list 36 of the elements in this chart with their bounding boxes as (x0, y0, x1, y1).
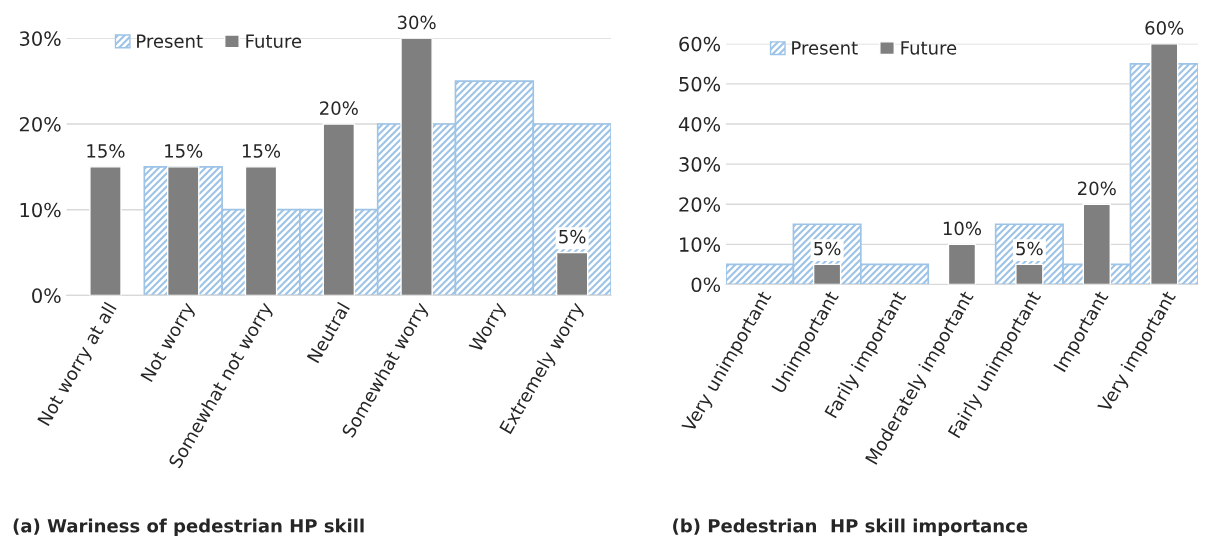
y-tick-label: 10% (20, 202, 61, 218)
y-tick-label: 50% (679, 76, 721, 92)
data-label: 5% (559, 229, 586, 244)
bar (400, 38, 433, 296)
data-label: 15% (165, 144, 203, 158)
text: (b) Pedestrian HP skill importance (673, 518, 1028, 537)
y-tick-label: 40% (678, 116, 721, 132)
data-label: 10% (943, 221, 982, 236)
legend-label: Future (901, 41, 957, 55)
y-tick-label: 30% (19, 31, 61, 46)
legend-label: Present (792, 41, 858, 55)
bar (166, 166, 200, 296)
bar (1082, 203, 1111, 285)
legend-label: Present (137, 34, 203, 48)
data-label: 5% (1016, 241, 1043, 256)
y-tick-label: 30% (679, 157, 721, 172)
y-tick-label: 20% (19, 116, 61, 132)
data-label: 60% (1145, 21, 1184, 35)
bar (947, 243, 977, 285)
y-tick-label: 20% (679, 197, 721, 212)
bar (244, 166, 278, 296)
legend-label: Future (246, 34, 302, 48)
bar (1150, 43, 1179, 285)
text: (a) Wariness of pedestrian HP skill (13, 518, 364, 537)
data-label: 15% (87, 144, 125, 158)
data-label: 30% (397, 15, 436, 30)
y-tick-label: 0% (32, 288, 61, 304)
data-label: 15% (242, 144, 281, 158)
bar (322, 123, 356, 296)
data-label: 5% (814, 241, 841, 256)
y-tick-label: 0% (691, 277, 721, 293)
bar (89, 166, 122, 296)
data-label: 20% (320, 101, 358, 115)
y-tick-label: 60% (679, 36, 721, 52)
data-label: 20% (1078, 181, 1116, 196)
y-tick-label: 10% (680, 237, 721, 252)
